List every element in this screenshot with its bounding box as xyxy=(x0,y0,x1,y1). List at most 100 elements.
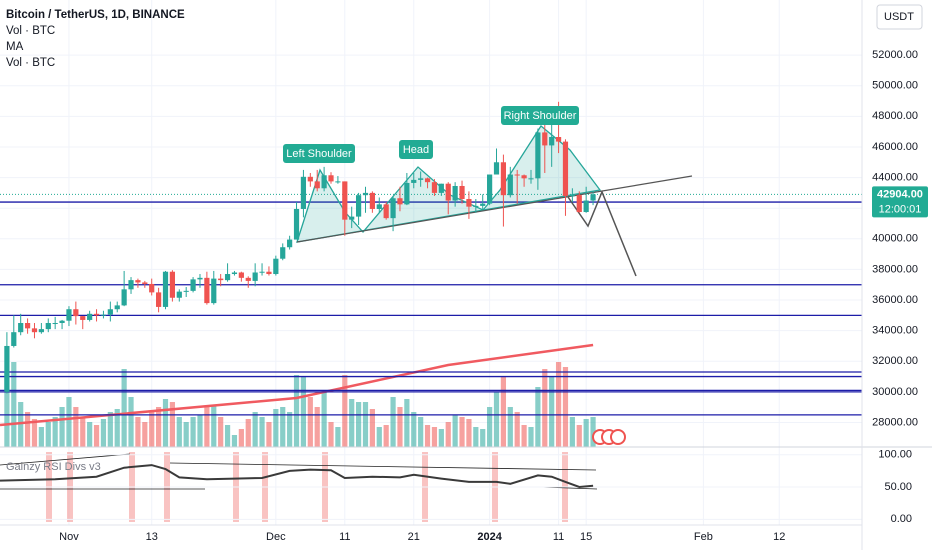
candle-body xyxy=(156,292,162,307)
rsi-tick-label: 100.00 xyxy=(878,449,912,461)
candle-body xyxy=(266,271,272,275)
volume-bar xyxy=(404,399,410,447)
volume-bar xyxy=(321,392,327,447)
volume-bar xyxy=(521,425,527,447)
volume-bar xyxy=(376,427,382,447)
candle-body xyxy=(528,178,534,180)
candle-body xyxy=(252,272,258,281)
volume-bar xyxy=(31,419,38,447)
volume-bar xyxy=(535,387,541,447)
candle-body xyxy=(204,277,210,304)
indicator-label: Vol · BTC xyxy=(6,57,55,69)
candle-body xyxy=(280,247,286,259)
y-tick-label: 52000.00 xyxy=(872,49,918,61)
candle-body xyxy=(80,316,86,320)
candle-body xyxy=(87,313,93,320)
candle-body xyxy=(18,323,24,333)
volume-bar xyxy=(11,362,17,447)
x-tick-label: 11 xyxy=(339,531,350,543)
indicator-label: Vol · BTC xyxy=(6,25,55,37)
volume-bar xyxy=(466,419,472,447)
symbol-title: Bitcoin / TetherUS, 1D, BINANCE xyxy=(6,9,185,21)
volume-bar xyxy=(114,409,120,447)
x-tick-label: 12 xyxy=(773,531,785,543)
x-tick-label: Dec xyxy=(266,531,286,543)
candle-body xyxy=(583,200,589,213)
candle-body xyxy=(287,239,293,248)
y-tick-label: 38000.00 xyxy=(872,263,918,275)
countdown: 12:00:01 xyxy=(879,203,922,215)
candle-body xyxy=(128,280,134,290)
candle-body xyxy=(183,290,189,292)
volume-bar xyxy=(576,425,582,447)
volume-bar xyxy=(562,367,569,447)
volume-bar xyxy=(438,429,444,447)
volume-bar xyxy=(45,422,51,447)
candle-body xyxy=(162,271,169,307)
candle-body xyxy=(238,272,244,278)
candle-body xyxy=(176,291,182,298)
candle-body xyxy=(349,216,355,220)
volume-bar xyxy=(300,377,307,447)
volume-bar xyxy=(183,422,189,447)
y-tick-label: 36000.00 xyxy=(872,294,918,306)
volume-bar xyxy=(287,412,293,447)
volume-bar xyxy=(280,407,286,447)
volume-bar xyxy=(197,415,203,447)
volume-bar xyxy=(266,422,272,447)
volume-bar xyxy=(493,392,500,447)
candle-body xyxy=(197,277,203,280)
event-flags[interactable] xyxy=(592,429,626,445)
candle-body xyxy=(73,309,79,317)
candle-body xyxy=(555,137,562,142)
indicator-label: MA xyxy=(6,41,24,53)
candle-body xyxy=(93,313,100,316)
candle-body xyxy=(473,205,479,207)
candle-body xyxy=(100,314,107,316)
axis-layer: 28000.00 30000.00 32000.00 34000.00 36000.00… xyxy=(59,49,928,543)
volume-bar xyxy=(24,412,31,447)
y-tick-label: 50000.00 xyxy=(872,80,918,92)
candle-body xyxy=(135,280,141,283)
currency[interactable]: USDT xyxy=(884,11,914,23)
candle-body xyxy=(114,305,120,310)
volume-bar xyxy=(211,405,217,447)
candle-body xyxy=(342,181,348,220)
volume-bar xyxy=(473,427,479,447)
candle-body xyxy=(542,132,548,146)
candle-body xyxy=(142,282,148,284)
currency-box[interactable] xyxy=(876,4,923,30)
volume-bar xyxy=(383,425,389,447)
x-tick-label: Nov xyxy=(59,531,79,543)
volume-bar xyxy=(156,407,162,447)
volume-ma-line xyxy=(0,343,594,427)
event-flag[interactable] xyxy=(610,429,626,445)
candle-body xyxy=(231,272,238,275)
volume-bar xyxy=(52,417,58,447)
volume-bar xyxy=(121,369,127,447)
candle-body xyxy=(445,183,451,201)
volume-bar xyxy=(445,422,451,447)
candle-body xyxy=(487,174,493,204)
volume-bar xyxy=(424,425,431,447)
volume-bar xyxy=(431,427,438,447)
volume-bar xyxy=(149,412,155,447)
volume-bar xyxy=(293,375,300,447)
volume-bar xyxy=(555,362,562,447)
volume-bar xyxy=(590,417,596,447)
rsi-tick-label: 0.00 xyxy=(891,513,912,525)
volume-bar xyxy=(355,402,362,447)
y-tick-label: 46000.00 xyxy=(872,141,918,153)
candle-body xyxy=(576,195,582,213)
volume-bar xyxy=(569,417,575,447)
candle-body xyxy=(38,329,44,333)
x-tick-label: 13 xyxy=(146,531,158,543)
candle-body xyxy=(169,271,175,298)
volume-bar xyxy=(224,425,231,447)
candle-body xyxy=(66,309,72,321)
candle-body xyxy=(321,175,327,189)
volume-bar xyxy=(528,427,534,447)
candle-body xyxy=(11,332,17,346)
volume-bar xyxy=(4,372,10,447)
candle-body xyxy=(52,323,58,325)
